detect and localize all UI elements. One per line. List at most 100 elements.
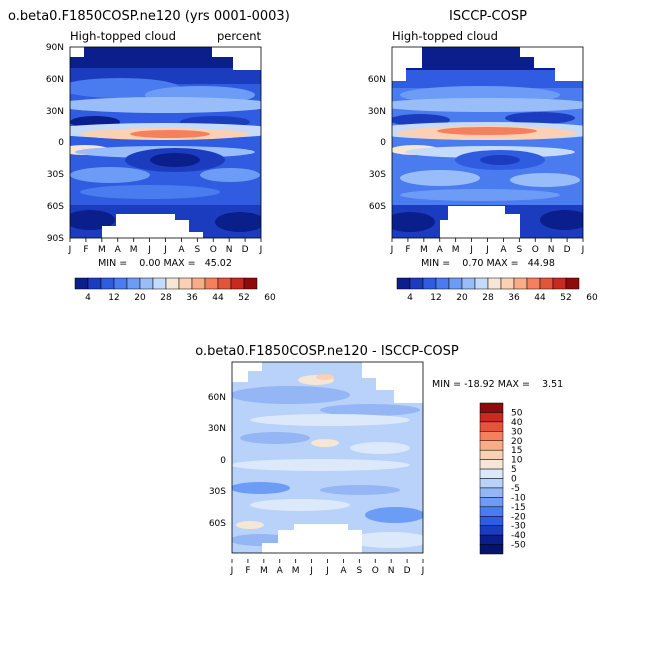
x-tick-label: A (500, 245, 507, 255)
x-tick-label: S (194, 245, 200, 255)
y-tick-label: 30N (368, 107, 386, 117)
panel-diff-title: o.beta0.F1850COSP.ne120 - ISCCP-COSP (195, 344, 459, 359)
x-tick-label: J (421, 566, 425, 576)
y-tick-label: 0 (58, 138, 64, 148)
colorbar-swatch (479, 516, 504, 526)
x-tick-label: J (163, 245, 167, 255)
x-tick-label: J (390, 245, 394, 255)
x-tick-label: O (210, 245, 217, 255)
colorbar-tick-label: 40 (511, 418, 523, 428)
colorbar-tick-label: -10 (511, 493, 526, 503)
panel-obs-field (392, 47, 583, 238)
colorbar-tick-label: 4 (407, 293, 413, 303)
x-tick-label: D (242, 245, 249, 255)
x-tick-label: J (325, 566, 329, 576)
colorbar-tick-label: 28 (482, 293, 494, 303)
colorbar-swatch (100, 277, 115, 290)
colorbar-swatch (479, 431, 504, 441)
x-tick-label: J (147, 245, 151, 255)
colorbar-tick-label: 0 (511, 475, 517, 485)
colorbar-swatch (74, 277, 89, 290)
colorbar-swatch (126, 277, 141, 290)
x-tick-label: A (178, 245, 185, 255)
colorbar-tick-label: 12 (108, 293, 119, 303)
colorbar-swatch (191, 277, 206, 290)
x-tick-label: J (309, 566, 313, 576)
x-tick-label: M (260, 566, 268, 576)
y-tick-label: 60N (208, 393, 226, 403)
colorbar-tick-label: 20 (134, 293, 146, 303)
panel-model-field (70, 47, 261, 238)
colorbar-tick-label: 36 (508, 293, 520, 303)
colorbar-swatch (479, 468, 504, 479)
colorbar-swatch (461, 277, 476, 290)
x-tick-label: M (452, 245, 460, 255)
colorbar-tick-label: -50 (511, 541, 526, 551)
x-tick-label: M (98, 245, 106, 255)
colorbar-swatch (539, 277, 554, 290)
panel-diff-field (232, 362, 423, 553)
x-tick-label: S (356, 566, 362, 576)
x-tick-label: F (245, 566, 250, 576)
x-tick-label: F (405, 245, 410, 255)
x-tick-label: M (292, 566, 300, 576)
colorbar-swatch (474, 277, 489, 290)
colorbar-swatch (479, 506, 504, 517)
colorbar-swatch (479, 478, 504, 489)
colorbar-tick-label: 20 (511, 437, 523, 447)
panel-obs-colorbar: 4 12 20 28 36 44 52 60 (396, 277, 598, 303)
colorbar-tick-label: 12 (430, 293, 441, 303)
colorbar-swatch (396, 277, 411, 290)
colorbar-tick-label: -5 (511, 484, 520, 494)
y-tick-label: 30S (209, 487, 226, 497)
colorbar-tick-label: 20 (456, 293, 468, 303)
colorbar-swatch (479, 402, 504, 413)
panel-obs-subtitle: High-topped cloud (392, 29, 498, 43)
colorbar-swatch (139, 277, 154, 290)
y-tick-label: 30S (47, 170, 64, 180)
panel-model-y-axis: 90N 60N 30N 0 30S 60S 90S (46, 43, 64, 244)
colorbar-swatch (152, 277, 167, 290)
x-tick-label: F (83, 245, 88, 255)
colorbar-swatch (479, 497, 504, 508)
y-tick-label: 60S (47, 202, 64, 212)
panel-model-colorbar: 4 12 20 28 36 44 52 60 (74, 277, 276, 303)
panel-model: o.beta0.F1850COSP.ne120 (yrs 0001-0003) … (8, 9, 290, 303)
colorbar-swatch (479, 440, 504, 451)
colorbar-tick-label: 4 (85, 293, 91, 303)
y-tick-label: 60S (209, 519, 226, 529)
colorbar-tick-label: -20 (511, 512, 526, 522)
x-tick-label: M (420, 245, 428, 255)
colorbar-tick-label: 10 (511, 456, 523, 466)
colorbar-swatch (87, 277, 102, 290)
x-tick-label: D (404, 566, 411, 576)
y-tick-label: 60N (368, 75, 386, 85)
colorbar-swatch (165, 277, 180, 290)
x-tick-label: S (516, 245, 522, 255)
colorbar-swatch (243, 277, 258, 290)
colorbar-swatch (435, 277, 450, 290)
colorbar-tick-label: 15 (511, 446, 522, 456)
x-tick-label: N (388, 566, 395, 576)
x-tick-label: J (485, 245, 489, 255)
colorbar-swatch (487, 277, 502, 290)
colorbar-tick-label: -15 (511, 503, 526, 513)
colorbar-tick-label: 60 (264, 293, 276, 303)
colorbar-tick-label: 44 (212, 293, 224, 303)
colorbar-tick-label: 44 (534, 293, 546, 303)
colorbar-swatch (526, 277, 541, 290)
colorbar-swatch (230, 277, 245, 290)
x-tick-label: A (437, 245, 444, 255)
colorbar-tick-label: -40 (511, 531, 526, 541)
panel-diff-y-axis: 60N 30N 0 30S 60S (208, 393, 226, 529)
colorbar-tick-label: 52 (238, 293, 249, 303)
x-tick-label: N (548, 245, 555, 255)
colorbar-swatch (113, 277, 128, 290)
panel-obs-y-axis: 60N 30N 0 30S 60S (368, 75, 386, 212)
x-tick-label: A (277, 566, 284, 576)
x-tick-label: J (230, 566, 234, 576)
colorbar-tick-label: 36 (186, 293, 198, 303)
colorbar-swatch (178, 277, 193, 290)
